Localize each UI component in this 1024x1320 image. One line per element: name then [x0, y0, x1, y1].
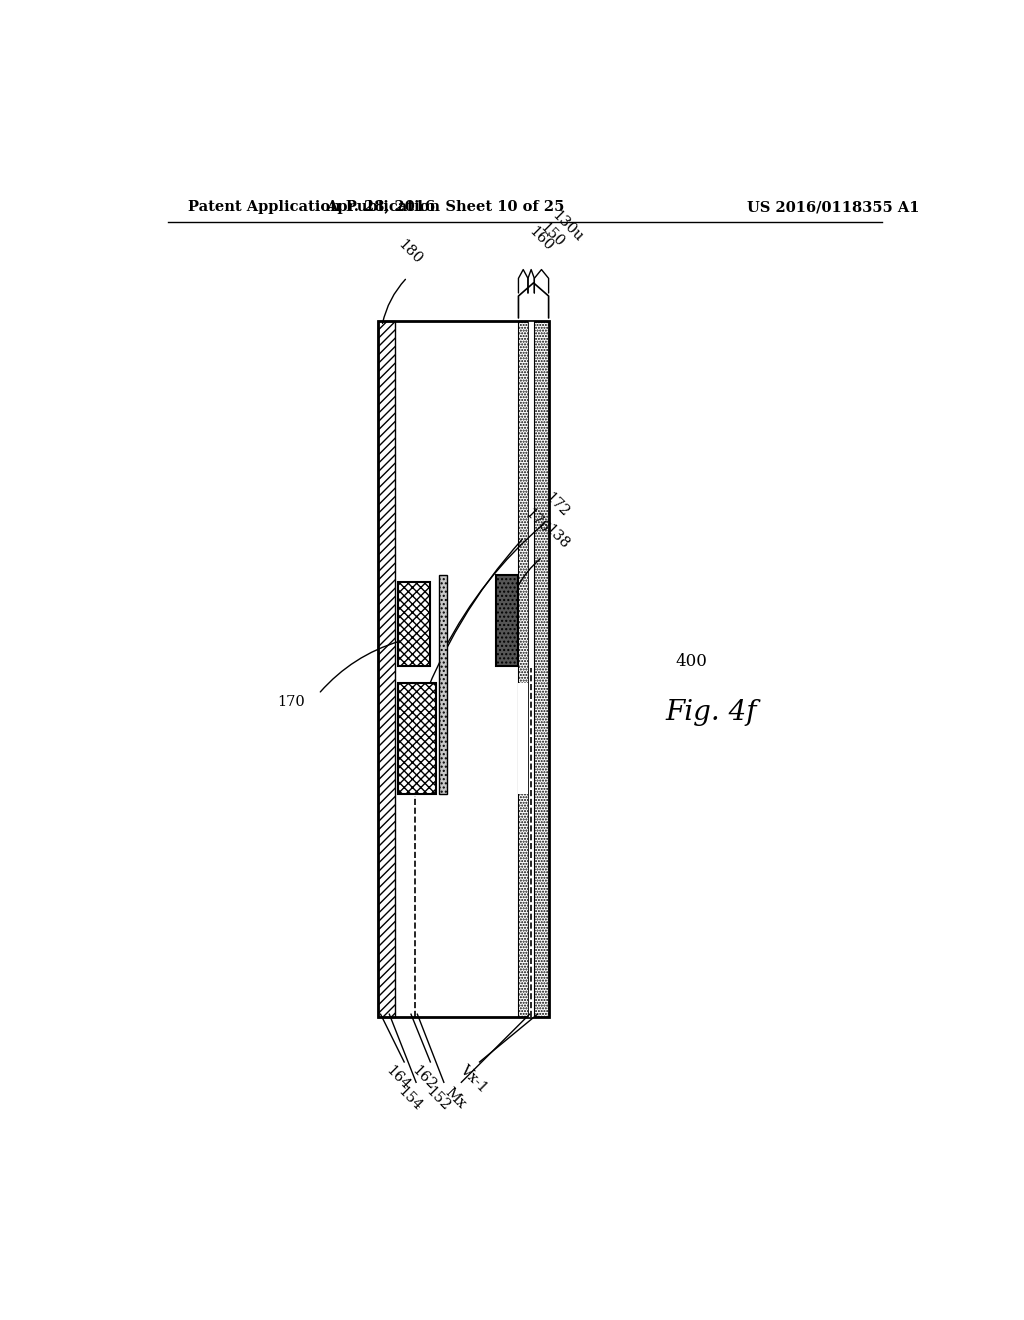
- Bar: [397, 682, 436, 795]
- Text: 152: 152: [423, 1084, 453, 1113]
- Text: 150: 150: [537, 220, 566, 249]
- Text: 130u: 130u: [549, 209, 585, 244]
- Text: 162: 162: [410, 1064, 438, 1093]
- Bar: [497, 576, 518, 665]
- Bar: [535, 321, 549, 1018]
- Bar: [518, 682, 528, 795]
- Bar: [378, 321, 549, 1018]
- Text: 138: 138: [543, 523, 571, 552]
- Text: Mx: Mx: [441, 1085, 468, 1111]
- Text: Patent Application Publication: Patent Application Publication: [187, 201, 439, 214]
- Text: 154: 154: [395, 1084, 424, 1113]
- Text: 172: 172: [543, 491, 571, 520]
- Bar: [439, 576, 447, 795]
- Text: Fig. 4f: Fig. 4f: [666, 698, 757, 726]
- Text: 170: 170: [276, 696, 304, 709]
- Bar: [518, 321, 528, 1018]
- Text: Apr. 28, 2016  Sheet 10 of 25: Apr. 28, 2016 Sheet 10 of 25: [327, 201, 564, 214]
- Text: 164: 164: [383, 1064, 413, 1093]
- Text: 176: 176: [522, 506, 552, 535]
- Bar: [528, 321, 535, 1018]
- Text: 160: 160: [526, 224, 555, 253]
- Bar: [378, 321, 395, 1018]
- Text: 180: 180: [395, 238, 425, 267]
- Bar: [397, 582, 430, 665]
- Text: Vx-1: Vx-1: [457, 1061, 489, 1094]
- Text: US 2016/0118355 A1: US 2016/0118355 A1: [748, 201, 920, 214]
- Text: 400: 400: [676, 653, 708, 671]
